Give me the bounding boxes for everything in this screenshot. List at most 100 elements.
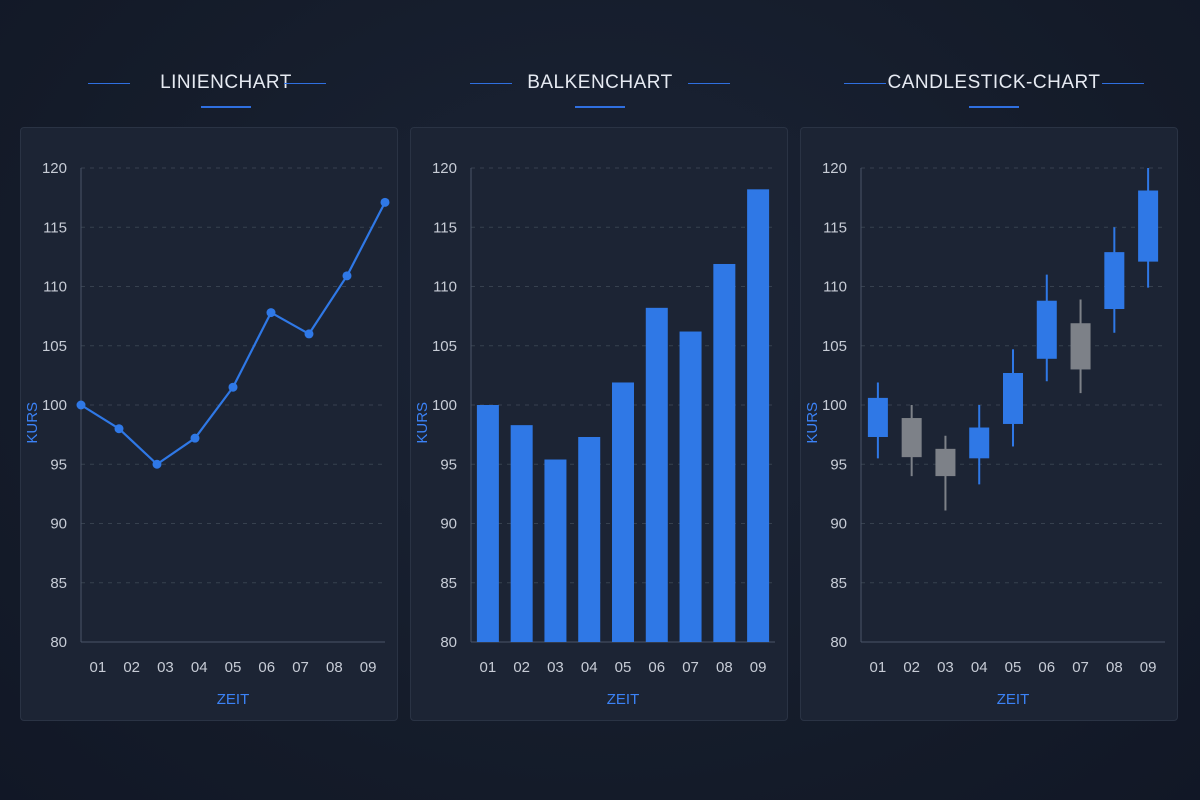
bar xyxy=(510,425,533,642)
heading-line-chart: LINIENCHART xyxy=(36,62,416,112)
x-tick-label: 04 xyxy=(191,659,208,676)
candle-body xyxy=(901,418,922,458)
x-axis-label: ZEIT xyxy=(217,691,250,708)
x-tick-label: 01 xyxy=(480,659,497,676)
heading-line-left xyxy=(88,83,130,84)
line-chart: 80 85 90 95 100 105 110 115 120 01 02 03 04 05 06 07 08 0… xyxy=(24,160,390,708)
y-tick-label: 80 xyxy=(440,634,457,651)
data-point xyxy=(114,424,124,434)
x-tick-label: 07 xyxy=(682,659,699,676)
y-axis-label: KURS xyxy=(804,402,821,444)
y-tick-label: 105 xyxy=(822,338,847,355)
candle-body xyxy=(935,448,956,477)
candle-body xyxy=(969,427,990,459)
y-tick-label: 105 xyxy=(42,338,67,355)
y-tick-label: 80 xyxy=(830,634,847,651)
y-tick-label: 80 xyxy=(50,634,67,651)
chart-title: CANDLESTICK-CHART xyxy=(887,72,1101,93)
x-tick-label: 09 xyxy=(360,659,377,676)
bar xyxy=(476,405,499,642)
heading-underline xyxy=(201,106,251,108)
y-tick-label: 110 xyxy=(823,279,847,296)
heading-line-right xyxy=(688,83,730,84)
data-point xyxy=(76,400,86,410)
bar xyxy=(578,436,601,642)
x-tick-label: 08 xyxy=(326,659,343,676)
y-tick-label: 120 xyxy=(432,160,457,177)
x-tick-label: 06 xyxy=(648,659,665,676)
x-tick-label: 03 xyxy=(937,659,954,676)
y-tick-label: 100 xyxy=(42,397,67,414)
series-line xyxy=(80,201,386,466)
x-tick-label: 06 xyxy=(1038,659,1055,676)
heading-line-right xyxy=(1102,83,1144,84)
x-tick-label: 09 xyxy=(1140,659,1157,676)
data-point xyxy=(228,382,238,392)
x-axis-label: ZEIT xyxy=(607,691,640,708)
data-point xyxy=(152,459,162,469)
heading-underline xyxy=(969,106,1019,108)
bar xyxy=(645,307,668,642)
y-tick-label: 95 xyxy=(50,456,67,473)
y-tick-label: 85 xyxy=(830,575,847,592)
x-tick-label: 07 xyxy=(1072,659,1089,676)
bar-chart: 80 85 90 95 100 105 110 115 120 01 02 03 04 05 06 07 08 0… xyxy=(414,160,775,708)
candle-body xyxy=(1003,373,1023,424)
x-tick-label: 04 xyxy=(971,659,988,676)
bar xyxy=(713,263,736,642)
x-tick-label: 05 xyxy=(615,659,632,676)
y-tick-label: 120 xyxy=(42,160,67,177)
x-tick-label: 03 xyxy=(547,659,564,676)
y-tick-label: 115 xyxy=(823,219,847,236)
y-axis-label: KURS xyxy=(414,402,431,444)
y-axis-label: KURS xyxy=(24,402,41,444)
y-tick-label: 90 xyxy=(50,516,67,533)
x-tick-label: 07 xyxy=(292,659,309,676)
heading-line-right xyxy=(284,83,326,84)
data-point xyxy=(380,197,390,207)
x-tick-label: 02 xyxy=(513,659,530,676)
candle-body xyxy=(1138,190,1159,262)
chart-title: BALKENCHART xyxy=(527,72,673,93)
y-tick-label: 105 xyxy=(432,338,457,355)
x-tick-label: 08 xyxy=(1106,659,1123,676)
bar-chart-panel: 80 85 90 95 100 105 110 115 120 01 02 03 04 05 06 07 08 0… xyxy=(410,127,788,721)
candlestick-chart-panel: 80 85 90 95 100 105 110 115 120 01 02 03 04 05 06 07 08 0… xyxy=(800,127,1178,721)
heading-line-left xyxy=(470,83,512,84)
heading-bar-chart: BALKENCHART xyxy=(410,62,790,112)
x-tick-label: 08 xyxy=(716,659,733,676)
candle-body xyxy=(1036,300,1057,359)
y-tick-label: 115 xyxy=(433,219,457,236)
bar xyxy=(544,459,567,642)
x-axis-label: ZEIT xyxy=(997,691,1030,708)
bar xyxy=(747,189,770,642)
candle-body xyxy=(1070,323,1091,370)
y-tick-label: 90 xyxy=(440,516,457,533)
y-tick-label: 85 xyxy=(440,575,457,592)
line-chart-panel: 80 85 90 95 100 105 110 115 120 01 02 03 04 05 06 07 08 0… xyxy=(20,127,398,721)
candle-body xyxy=(1104,252,1125,310)
y-tick-label: 100 xyxy=(822,397,847,414)
x-tick-label: 06 xyxy=(258,659,275,676)
y-tick-label: 110 xyxy=(43,279,67,296)
y-tick-label: 110 xyxy=(433,279,457,296)
x-tick-label: 04 xyxy=(581,659,598,676)
heading-line-left xyxy=(844,83,886,84)
data-point xyxy=(342,271,352,281)
heading-underline xyxy=(575,106,625,108)
y-tick-label: 85 xyxy=(50,575,67,592)
x-tick-label: 09 xyxy=(750,659,767,676)
y-tick-label: 120 xyxy=(822,160,847,177)
chart-title: LINIENCHART xyxy=(160,72,292,93)
y-tick-label: 115 xyxy=(43,219,67,236)
data-point xyxy=(304,329,314,339)
heading-candlestick-chart: CANDLESTICK-CHART xyxy=(804,62,1184,112)
y-tick-label: 95 xyxy=(440,456,457,473)
bar xyxy=(612,382,634,642)
x-tick-label: 05 xyxy=(225,659,242,676)
candlestick-chart: 80 85 90 95 100 105 110 115 120 01 02 03 04 05 06 07 08 0… xyxy=(804,160,1165,708)
data-point xyxy=(266,308,276,318)
x-tick-label: 02 xyxy=(123,659,140,676)
x-tick-label: 05 xyxy=(1005,659,1022,676)
x-tick-label: 01 xyxy=(90,659,107,676)
